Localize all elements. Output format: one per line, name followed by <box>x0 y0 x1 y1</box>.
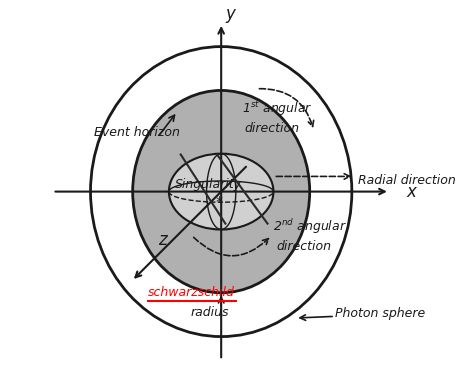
Text: 2$^{nd}$ angular: 2$^{nd}$ angular <box>273 218 347 236</box>
Text: direction: direction <box>276 240 331 253</box>
Text: Singularity: Singularity <box>175 178 242 191</box>
Text: y: y <box>226 5 235 23</box>
Text: direction: direction <box>245 122 300 135</box>
Ellipse shape <box>169 154 273 229</box>
Text: Photon sphere: Photon sphere <box>335 307 425 320</box>
Text: Event horizon: Event horizon <box>94 126 180 139</box>
Ellipse shape <box>133 90 310 293</box>
Text: x: x <box>407 182 417 201</box>
Text: *: * <box>216 195 223 209</box>
Text: Radial direction: Radial direction <box>358 174 456 187</box>
Text: schwarzschild: schwarzschild <box>148 286 235 299</box>
Text: z: z <box>158 232 167 249</box>
Text: 1$^{st}$ angular: 1$^{st}$ angular <box>242 100 313 118</box>
Text: radius: radius <box>191 306 229 319</box>
